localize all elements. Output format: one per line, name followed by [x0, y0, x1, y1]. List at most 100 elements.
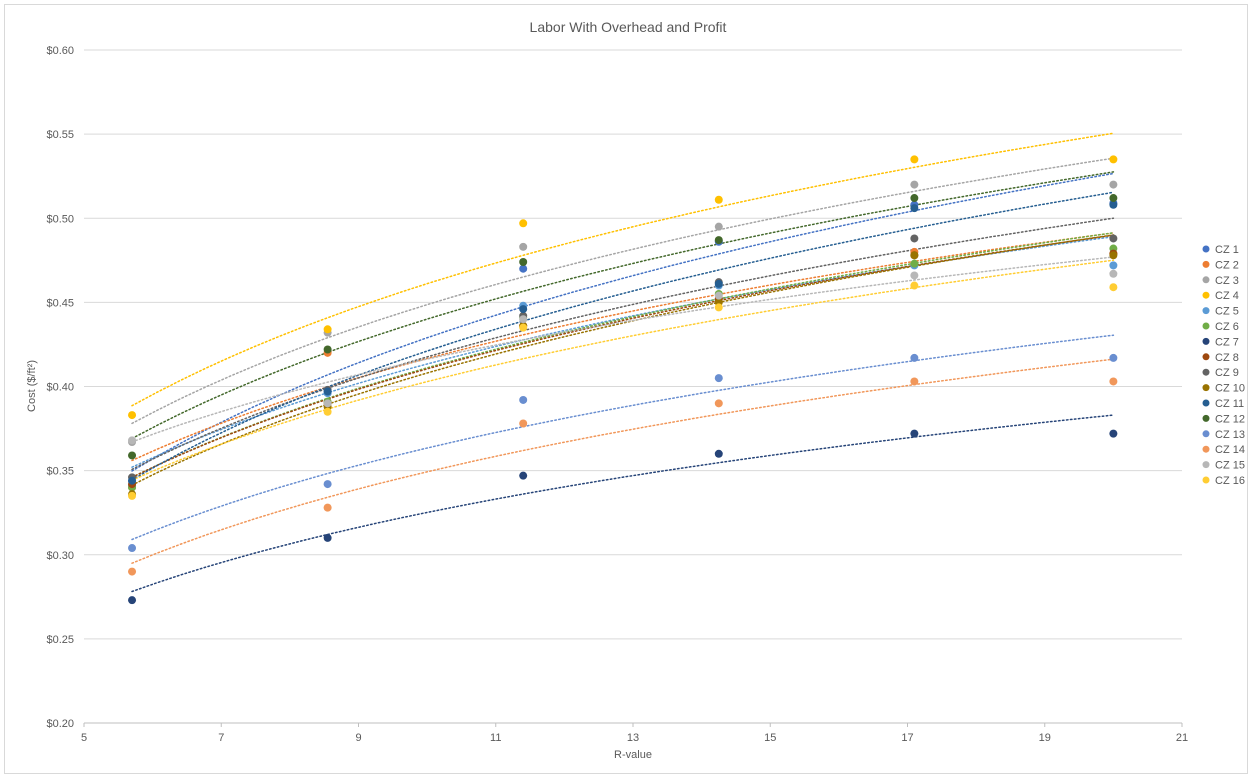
data-point-cz-16	[323, 407, 332, 416]
data-points	[128, 155, 1118, 605]
legend-label: CZ 13	[1215, 429, 1245, 441]
x-axis-ticks: 5 7 9 11 13 15 17 19 21	[81, 723, 1188, 744]
x-tick-label: 17	[901, 732, 913, 744]
data-point-cz-16	[128, 491, 137, 500]
trendline-cz-4	[131, 132, 1115, 407]
data-point-cz-7	[519, 471, 528, 480]
y-axis-title: Cost ($/ft²)	[26, 360, 38, 412]
y-tick-label: $0.60	[46, 45, 74, 57]
trendline-cz-13	[131, 334, 1115, 541]
legend-label: CZ 4	[1215, 290, 1239, 302]
data-point-cz-11	[519, 305, 528, 314]
legend-marker	[1202, 276, 1210, 284]
legend-marker	[1202, 291, 1210, 299]
data-point-cz-3	[714, 222, 723, 231]
data-point-cz-3	[1109, 180, 1118, 189]
data-point-cz-11	[714, 279, 723, 288]
legend-label: CZ 8	[1215, 352, 1239, 364]
x-tick-label: 13	[627, 732, 639, 744]
data-point-cz-16	[714, 303, 723, 312]
data-point-cz-15	[714, 291, 723, 300]
data-point-cz-14	[128, 567, 137, 576]
legend-marker	[1202, 307, 1210, 315]
trendline-cz-10	[131, 234, 1115, 486]
data-point-cz-16	[1109, 283, 1118, 292]
data-point-cz-13	[1109, 353, 1118, 362]
data-point-cz-12	[714, 236, 723, 245]
legend-marker	[1202, 430, 1210, 438]
legend-label: CZ 15	[1215, 460, 1245, 472]
data-point-cz-12	[1109, 194, 1118, 203]
data-point-cz-4	[128, 411, 137, 420]
y-tick-label: $0.40	[46, 382, 74, 394]
data-point-cz-9	[910, 234, 919, 243]
y-tick-label: $0.30	[46, 550, 74, 562]
y-tick-label: $0.55	[46, 129, 74, 141]
data-point-cz-15	[519, 315, 528, 324]
data-point-cz-4	[910, 155, 919, 164]
y-tick-label: $0.20	[46, 718, 74, 730]
x-tick-label: 15	[764, 732, 776, 744]
legend-label: CZ 1	[1215, 244, 1239, 256]
data-point-cz-13	[910, 353, 919, 362]
data-point-cz-14	[519, 419, 528, 428]
legend-marker	[1202, 399, 1210, 407]
data-point-cz-12	[323, 345, 332, 354]
data-point-cz-12	[910, 194, 919, 203]
legend-marker	[1202, 260, 1210, 268]
data-point-cz-15	[128, 436, 137, 445]
data-point-cz-15	[910, 271, 919, 280]
data-point-cz-5	[1109, 261, 1118, 270]
x-tick-label: 7	[218, 732, 224, 744]
data-point-cz-14	[323, 503, 332, 512]
legend-label: CZ 12	[1215, 413, 1245, 425]
legend-label: CZ 3	[1215, 275, 1239, 287]
legend-marker	[1202, 445, 1210, 453]
data-point-cz-13	[128, 544, 137, 553]
data-point-cz-11	[1109, 200, 1118, 209]
data-point-cz-7	[1109, 429, 1118, 438]
trendline-cz-15	[131, 256, 1115, 443]
x-axis-title: R-value	[614, 749, 652, 761]
y-axis-ticks: $0.20 $0.25 $0.30 $0.35 $0.40 $0.45 $0.50 $0.55…	[46, 45, 74, 730]
legend-label: CZ 16	[1215, 475, 1245, 487]
legend-label: CZ 10	[1215, 383, 1245, 395]
x-tick-label: 9	[355, 732, 361, 744]
data-point-cz-11	[323, 387, 332, 396]
data-point-cz-4	[323, 325, 332, 334]
trendline-cz-7	[131, 414, 1115, 593]
data-point-cz-7	[910, 429, 919, 438]
legend: CZ 1 CZ 2 CZ 3 CZ 4 CZ 5 CZ 6 CZ 7 CZ 8 CZ 9 CZ 1…	[1202, 244, 1245, 487]
data-point-cz-4	[519, 219, 528, 228]
data-point-cz-15	[323, 399, 332, 408]
data-point-cz-3	[519, 242, 528, 251]
legend-marker	[1202, 322, 1210, 330]
trendline-cz-16	[131, 259, 1115, 481]
x-tick-label: 11	[490, 732, 501, 744]
data-point-cz-14	[910, 377, 919, 386]
data-point-cz-13	[323, 480, 332, 489]
legend-marker	[1202, 476, 1210, 484]
x-tick-label: 19	[1039, 732, 1051, 744]
data-point-cz-7	[714, 449, 723, 458]
y-tick-label: $0.25	[46, 634, 74, 646]
trendline-cz-3	[131, 157, 1115, 425]
data-point-cz-16	[910, 281, 919, 290]
legend-label: CZ 11	[1215, 398, 1244, 410]
legend-label: CZ 14	[1215, 444, 1245, 456]
gridlines	[84, 49, 1182, 640]
data-point-cz-4	[1109, 155, 1118, 164]
x-tick-label: 21	[1176, 732, 1188, 744]
legend-marker	[1202, 368, 1210, 376]
data-point-cz-15	[1109, 269, 1118, 278]
data-point-cz-1	[519, 264, 528, 273]
data-point-cz-14	[1109, 377, 1118, 386]
legend-label: CZ 6	[1215, 321, 1239, 333]
data-point-cz-11	[910, 204, 919, 213]
legend-label: CZ 9	[1215, 367, 1239, 379]
chart-frame	[4, 4, 1248, 774]
data-point-cz-6	[910, 259, 919, 268]
data-point-cz-13	[714, 374, 723, 383]
legend-marker	[1202, 414, 1210, 422]
